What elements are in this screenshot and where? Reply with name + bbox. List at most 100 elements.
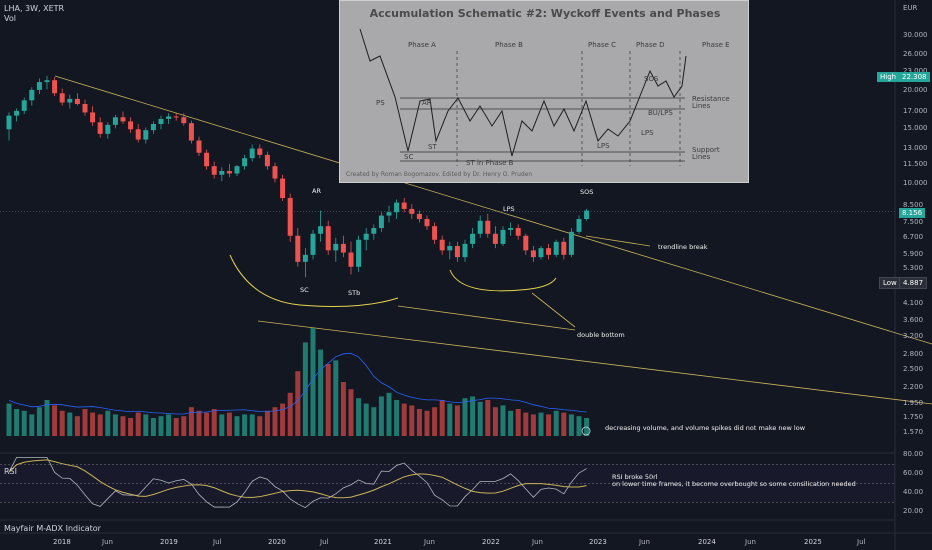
candle-body <box>485 220 491 234</box>
volume-bar <box>74 416 80 436</box>
candle-body <box>280 178 286 199</box>
price-axis-tick: 13.000 <box>903 143 928 152</box>
candle-body <box>318 226 324 234</box>
annotation-rsi-note-2: on lower time frames, it become overboug… <box>612 480 856 488</box>
price-axis-tick: 15.000 <box>903 124 928 133</box>
candle-body <box>348 252 354 267</box>
support-lines-label: Support Lines <box>692 146 720 161</box>
volume-bar <box>135 412 141 436</box>
candle-body <box>340 243 346 253</box>
volume-bar <box>59 410 65 436</box>
candle-body <box>302 254 308 262</box>
time-axis-tick: Jun <box>532 538 543 546</box>
volume-bar <box>409 405 415 436</box>
candle-body <box>470 233 476 244</box>
price-axis-tick: 5.900 <box>903 249 924 258</box>
candle-body <box>181 117 187 124</box>
candle-body <box>120 117 126 122</box>
rsi-axis-tick: 20.00 <box>903 507 924 515</box>
candle-body <box>394 202 400 213</box>
volume-bar <box>226 412 232 436</box>
price-axis-tick: 1.750 <box>903 413 924 422</box>
price-axis-tick: 26.000 <box>903 50 928 59</box>
candle-body <box>378 215 384 229</box>
arrow-double-bottom-1 <box>397 305 576 331</box>
volume-bar <box>173 418 179 436</box>
candle-body <box>454 246 460 258</box>
volume-bar <box>166 414 172 436</box>
candle-body <box>29 89 35 101</box>
time-axis-tick: 2022 <box>482 538 500 546</box>
annotation-stb: STb <box>348 289 361 297</box>
price-axis-tick: 7.500 <box>903 217 924 226</box>
volume-bar <box>576 416 582 436</box>
current-price-tag: 8.156 <box>899 208 926 218</box>
volume-bar <box>295 371 301 436</box>
price-axis-tick: 10.000 <box>903 178 928 187</box>
candle-body <box>584 210 590 220</box>
volume-bar <box>21 410 27 436</box>
volume-bar <box>302 342 308 436</box>
volume-bar <box>340 382 346 436</box>
price-axis-tick: 17.000 <box>903 107 928 116</box>
volume-bar <box>371 407 377 436</box>
symbol-title: LHA, 3W, XETR <box>4 4 65 13</box>
candle-body <box>287 198 293 236</box>
descending-trendline <box>54 75 932 345</box>
candle-body <box>508 228 514 230</box>
annotation-trendline-break: trendline break <box>658 243 708 251</box>
volume-bar <box>181 416 187 436</box>
rsi-pane-label: RSI <box>4 467 17 476</box>
price-axis-tick: 1.950 <box>903 398 924 407</box>
volume-bar <box>14 409 20 436</box>
time-axis-tick: 2024 <box>698 538 716 546</box>
volume-bar <box>492 407 498 436</box>
time-axis-tick: 2020 <box>268 538 286 546</box>
candle-body <box>67 98 73 103</box>
event-sc: SC <box>404 153 414 161</box>
candle-body <box>135 129 141 140</box>
volume-bar <box>112 414 118 436</box>
annotation-sc: SC <box>300 286 309 294</box>
volume-bar <box>416 409 422 436</box>
volume-bar <box>6 403 12 436</box>
event-st-phase-b: ST in Phase B <box>466 159 514 167</box>
candle-body <box>492 233 498 244</box>
rsi-ma-line <box>8 459 587 499</box>
volume-label: Vol <box>4 14 16 23</box>
schematic-price-path <box>359 28 687 157</box>
low-tag-label: Low <box>879 277 901 289</box>
phase-b-label: Phase B <box>495 41 523 49</box>
price-axis-tick: 2.500 <box>903 365 924 374</box>
arrow-double-bottom-2 <box>531 292 576 328</box>
candle-body <box>363 233 369 240</box>
candle-body <box>424 219 430 227</box>
candle-body <box>211 166 217 175</box>
volume-bar <box>36 407 42 436</box>
volume-bar <box>287 392 293 436</box>
price-axis-tick: 20.000 <box>903 85 928 94</box>
volume-bar <box>29 414 35 436</box>
double-bottom-curve-2 <box>449 269 557 292</box>
candle-body <box>386 212 392 216</box>
volume-bar <box>424 410 430 436</box>
annotation-rsi-note-1: RSI broke 50rl <box>612 473 658 481</box>
candle-body <box>6 115 12 130</box>
candle-body <box>561 241 567 255</box>
volume-bar <box>97 414 103 436</box>
volume-bar <box>439 400 445 436</box>
candle-body <box>21 100 27 111</box>
candle-body <box>143 130 149 140</box>
volume-bar <box>105 410 111 436</box>
time-axis-tick: Jul <box>320 538 329 546</box>
candle-body <box>576 219 582 232</box>
candle-body <box>166 116 172 119</box>
phase-e-label: Phase E <box>702 41 730 49</box>
volume-bar <box>150 418 156 436</box>
event-ps: PS <box>376 99 385 107</box>
price-axis-tick: 5.300 <box>903 264 924 273</box>
price-axis-tick: 6.700 <box>903 232 924 241</box>
volume-bar <box>454 405 460 436</box>
candle-body <box>416 213 422 220</box>
